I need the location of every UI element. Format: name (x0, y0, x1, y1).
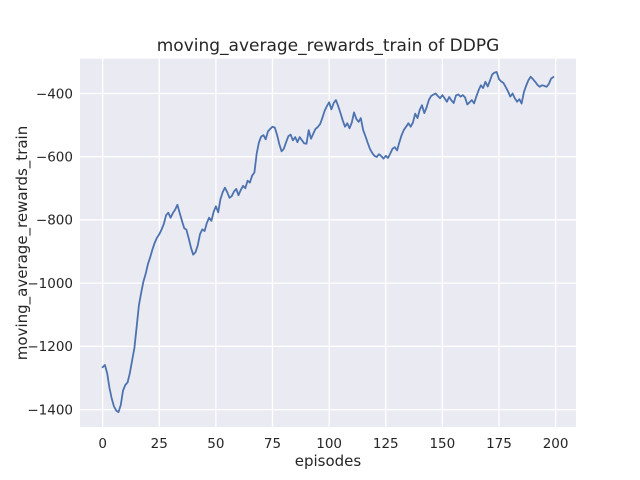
x-tick-label: 175 (486, 436, 512, 452)
x-tick-label: 0 (98, 436, 107, 452)
x-tick-label: 100 (316, 436, 342, 452)
x-tick-label: 75 (264, 436, 281, 452)
axes-background (80, 58, 576, 427)
data-line-moving_average_rewards_train (101, 71, 555, 414)
y-tick-label: −1000 (27, 276, 73, 292)
y-tick-label: −400 (36, 86, 73, 102)
y-tick-label: −800 (36, 213, 73, 229)
x-axis-label: episodes (294, 452, 362, 470)
y-tick-label: −1200 (27, 339, 73, 355)
y-tick-label: −600 (36, 150, 73, 166)
x-tick-label: 200 (543, 436, 569, 452)
chart-title: moving_average_rewards_train of DDPG (156, 36, 500, 56)
x-tick-label: 25 (151, 436, 168, 452)
x-tick-label: 125 (373, 436, 399, 452)
x-tick-label: 50 (207, 436, 224, 452)
x-tick-label: 150 (429, 436, 455, 452)
y-tick-label: −1400 (27, 402, 73, 418)
y-axis-label: moving_average_rewards_train (13, 125, 31, 361)
